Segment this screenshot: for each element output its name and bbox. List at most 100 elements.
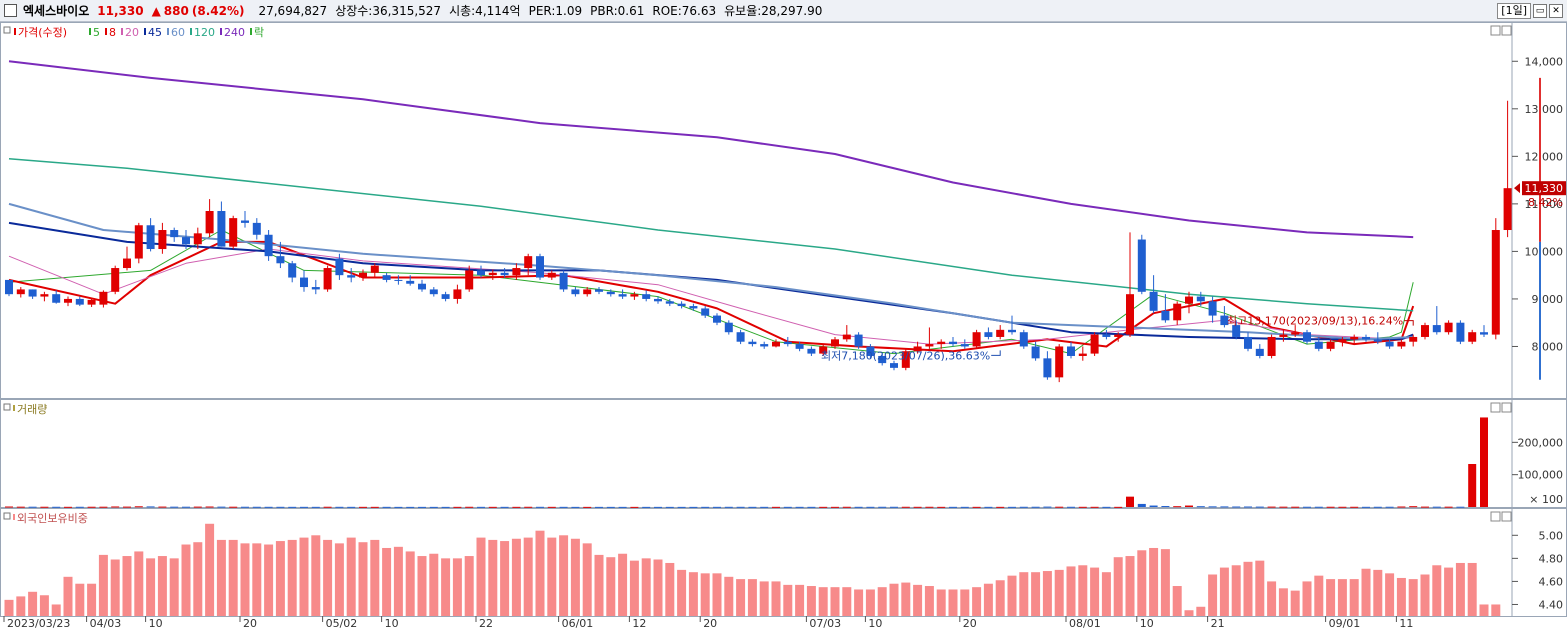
candle-body[interactable] (571, 289, 580, 295)
foreign-bar[interactable] (960, 589, 970, 616)
volume-bar[interactable] (75, 506, 84, 508)
volume-bar[interactable] (1338, 506, 1347, 508)
foreign-bar[interactable] (1326, 579, 1336, 616)
foreign-bar[interactable] (205, 523, 215, 616)
foreign-bar[interactable] (995, 580, 1005, 616)
volume-bar[interactable] (618, 506, 627, 508)
candle-body[interactable] (642, 294, 651, 299)
foreign-bar[interactable] (452, 558, 462, 616)
volume-bar[interactable] (1055, 506, 1064, 508)
volume-bar[interactable] (772, 506, 780, 508)
foreign-bar[interactable] (511, 538, 521, 616)
candle-body[interactable] (170, 230, 179, 238)
candle-body[interactable] (665, 301, 674, 304)
volume-bar[interactable] (1043, 506, 1052, 508)
candle-body[interactable] (606, 291, 615, 295)
foreign-bar[interactable] (665, 562, 675, 616)
candle-body[interactable] (772, 341, 780, 347)
volume-bar[interactable] (1244, 506, 1252, 508)
candle-body[interactable] (524, 256, 533, 269)
foreign-bar[interactable] (830, 587, 840, 616)
foreign-bar[interactable] (582, 543, 592, 616)
candle-body[interactable] (783, 341, 792, 345)
foreign-bar[interactable] (87, 583, 97, 616)
candle-body[interactable] (193, 233, 202, 245)
volume-bar[interactable] (878, 506, 887, 508)
volume-bar[interactable] (252, 506, 261, 508)
foreign-bar[interactable] (1408, 579, 1418, 616)
volume-bar[interactable] (1137, 503, 1146, 507)
candle-body[interactable] (382, 275, 391, 280)
volume-bar[interactable] (1208, 506, 1217, 508)
candle-body[interactable] (984, 332, 993, 337)
foreign-bar[interactable] (688, 572, 698, 616)
candle-body[interactable] (1232, 325, 1241, 337)
period-selector[interactable]: [1일] (1497, 3, 1531, 19)
candle-body[interactable] (1303, 332, 1311, 342)
volume-bar[interactable] (1456, 506, 1465, 508)
candle-body[interactable] (1291, 332, 1300, 335)
candle-body[interactable] (913, 346, 922, 352)
foreign-bar[interactable] (1396, 577, 1406, 616)
volume-bar[interactable] (193, 506, 202, 508)
close-icon[interactable]: ✕ (1549, 4, 1563, 18)
foreign-bar[interactable] (1373, 569, 1383, 616)
candle-body[interactable] (1314, 341, 1323, 349)
candle-body[interactable] (1055, 346, 1064, 378)
candle-body[interactable] (1421, 325, 1429, 337)
volume-bar[interactable] (1279, 506, 1288, 508)
volume-bar[interactable] (335, 506, 344, 508)
volume-bar[interactable] (1078, 506, 1087, 508)
foreign-bar[interactable] (606, 557, 616, 616)
foreign-bar[interactable] (4, 599, 14, 616)
foreign-bar[interactable] (323, 539, 333, 616)
candle-body[interactable] (16, 289, 25, 295)
volume-bar[interactable] (134, 506, 143, 508)
foreign-bar[interactable] (1101, 572, 1111, 616)
candle-body[interactable] (925, 344, 934, 347)
volume-bar[interactable] (217, 506, 226, 508)
foreign-bar[interactable] (98, 554, 108, 616)
foreign-bar[interactable] (1007, 575, 1017, 616)
volume-bar[interactable] (1385, 506, 1394, 508)
foreign-bar[interactable] (948, 589, 958, 616)
volume-bar[interactable] (1303, 506, 1311, 508)
volume-bar[interactable] (28, 506, 37, 508)
volume-bar[interactable] (1126, 496, 1134, 507)
candle-body[interactable] (1279, 334, 1288, 337)
volume-bar[interactable] (111, 506, 120, 508)
foreign-bar[interactable] (759, 581, 769, 616)
volume-panel[interactable] (0, 399, 1567, 508)
foreign-bar[interactable] (488, 539, 498, 616)
volume-bar[interactable] (595, 506, 603, 508)
candle-body[interactable] (949, 341, 957, 345)
foreign-bar[interactable] (370, 539, 380, 616)
volume-bar[interactable] (1114, 506, 1123, 508)
volume-bar[interactable] (559, 506, 568, 508)
candle-body[interactable] (866, 346, 875, 356)
foreign-bar[interactable] (724, 576, 734, 616)
foreign-bar[interactable] (1042, 571, 1052, 616)
volume-bar[interactable] (630, 506, 639, 508)
candle-body[interactable] (229, 218, 238, 247)
candle-body[interactable] (99, 291, 108, 305)
foreign-bar[interactable] (39, 595, 49, 616)
foreign-bar[interactable] (500, 541, 510, 616)
foreign-bar[interactable] (51, 604, 61, 616)
candle-body[interactable] (28, 289, 37, 297)
candle-body[interactable] (1067, 346, 1075, 356)
volume-bar[interactable] (677, 506, 686, 508)
candle-body[interactable] (429, 289, 438, 295)
foreign-bar[interactable] (1467, 562, 1477, 616)
foreign-bar[interactable] (1444, 567, 1454, 616)
foreign-bar[interactable] (523, 537, 533, 616)
volume-bar[interactable] (795, 506, 804, 508)
candle-body[interactable] (1126, 294, 1134, 335)
foreign-bar[interactable] (28, 591, 38, 616)
volume-bar[interactable] (783, 506, 792, 508)
foreign-bar[interactable] (570, 538, 580, 616)
candle-body[interactable] (300, 277, 308, 288)
volume-bar[interactable] (146, 506, 155, 508)
candle-body[interactable] (1338, 339, 1347, 342)
foreign-bar[interactable] (1149, 547, 1159, 616)
